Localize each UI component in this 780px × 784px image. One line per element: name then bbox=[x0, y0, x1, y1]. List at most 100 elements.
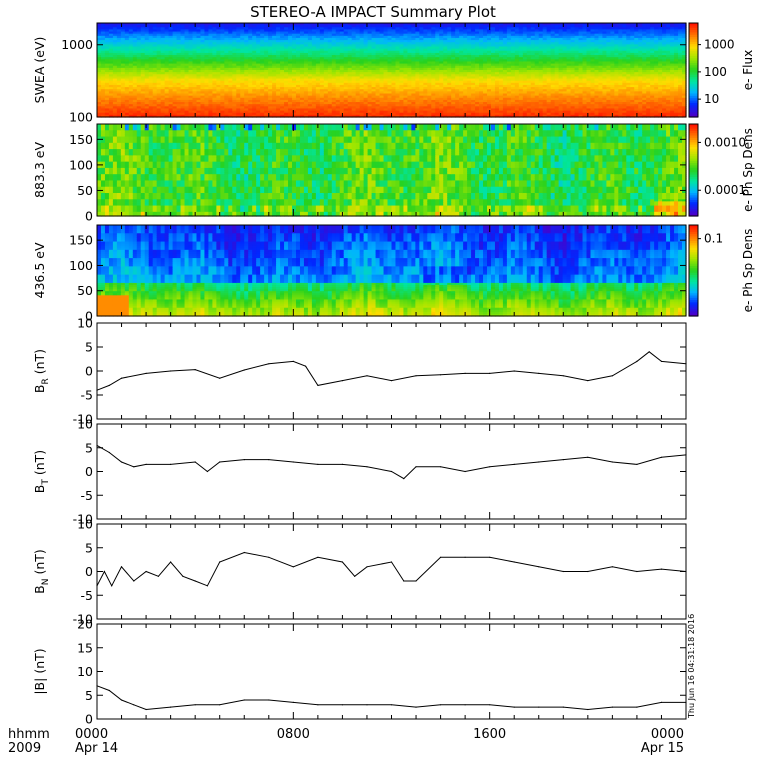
heatmap-cell bbox=[128, 65, 134, 69]
heatmap-cell bbox=[124, 31, 130, 35]
heatmap-cell bbox=[236, 37, 241, 41]
heatmap-cell bbox=[220, 87, 225, 90]
heatmap-cell bbox=[212, 40, 217, 43]
heatmap-cell bbox=[140, 27, 146, 31]
heatmap-cell bbox=[152, 59, 158, 63]
heatmap-cell bbox=[120, 91, 126, 95]
heatmap-cell bbox=[180, 52, 186, 56]
heatmap-cell bbox=[160, 95, 166, 99]
heatmap-cell bbox=[184, 108, 190, 112]
heatmap-cell bbox=[104, 50, 110, 54]
heatmap-cell bbox=[208, 99, 214, 103]
heatmap-cell bbox=[132, 76, 138, 80]
heatmap-cell bbox=[124, 50, 130, 54]
heatmap-cell bbox=[188, 72, 194, 75]
heatmap-cell bbox=[212, 95, 217, 99]
heatmap-cell bbox=[152, 57, 158, 60]
heatmap-cell bbox=[212, 108, 217, 112]
heatmap-cell bbox=[232, 40, 237, 43]
heatmap-cell bbox=[136, 40, 142, 43]
heatmap-cell bbox=[148, 33, 154, 37]
heatmap-cell bbox=[112, 106, 118, 110]
heatmap-cell bbox=[180, 106, 186, 110]
heatmap-cell bbox=[97, 65, 102, 69]
heatmap-cell bbox=[184, 70, 190, 73]
heatmap-cell bbox=[172, 104, 178, 107]
heatmap-cell bbox=[152, 27, 158, 31]
heatmap-cell bbox=[228, 35, 233, 39]
heatmap-cell bbox=[148, 42, 154, 45]
heatmap-cell bbox=[160, 72, 166, 75]
heatmap-cell bbox=[192, 65, 198, 69]
heatmap-cell bbox=[148, 110, 154, 114]
heatmap-cell bbox=[228, 114, 233, 118]
heatmap-cell bbox=[104, 72, 110, 75]
heatmap-cell bbox=[224, 95, 229, 99]
heatmap-cell bbox=[192, 89, 198, 92]
heatmap-cell bbox=[168, 65, 174, 69]
heatmap-cell bbox=[112, 27, 118, 31]
heatmap-cell bbox=[97, 78, 102, 82]
heatmap-cell bbox=[108, 99, 114, 103]
heatmap-cell bbox=[188, 106, 194, 110]
heatmap-cell bbox=[136, 91, 142, 95]
heatmap-cell bbox=[204, 67, 210, 71]
heatmap-cell bbox=[124, 46, 130, 50]
heatmap-cell bbox=[156, 114, 162, 118]
heatmap-cell bbox=[144, 95, 150, 99]
heatmap-cell bbox=[108, 27, 114, 31]
heatmap-cell bbox=[220, 37, 225, 41]
heatmap-cell bbox=[180, 95, 186, 99]
heatmap-cell bbox=[204, 108, 210, 112]
heatmap-cell bbox=[124, 72, 130, 75]
heatmap-cell bbox=[224, 112, 229, 116]
heatmap-cell bbox=[100, 89, 106, 92]
heatmap-cell bbox=[136, 37, 142, 41]
heatmap-cell bbox=[204, 25, 210, 28]
heatmap-cell bbox=[116, 55, 122, 58]
heatmap-cell bbox=[108, 55, 114, 58]
heatmap-cell bbox=[104, 78, 110, 82]
heatmap-cell bbox=[236, 63, 241, 67]
heatmap-cell bbox=[216, 78, 221, 82]
heatmap-cell bbox=[200, 63, 206, 67]
heatmap-cell bbox=[172, 112, 178, 116]
heatmap-cell bbox=[172, 95, 178, 99]
heatmap-cell bbox=[160, 93, 166, 97]
heatmap-cell bbox=[132, 104, 138, 107]
heatmap-cell bbox=[188, 67, 194, 71]
heatmap-cell bbox=[188, 37, 194, 41]
heatmap-cell bbox=[156, 27, 162, 31]
heatmap-cell bbox=[148, 99, 154, 103]
heatmap-cell bbox=[148, 65, 154, 69]
heatmap-cell bbox=[132, 25, 138, 28]
heatmap-cell bbox=[152, 114, 158, 118]
heatmap-cell bbox=[188, 89, 194, 92]
heatmap-cell bbox=[216, 104, 221, 107]
heatmap-cell bbox=[216, 114, 221, 118]
heatmap-cell bbox=[228, 40, 233, 43]
heatmap-cell bbox=[164, 112, 170, 116]
heatmap-cell bbox=[124, 67, 130, 71]
heatmap-cell bbox=[144, 84, 150, 88]
heatmap-cell bbox=[204, 59, 210, 63]
heatmap-cell bbox=[124, 102, 130, 105]
heatmap-cell bbox=[132, 110, 138, 114]
heatmap-cell bbox=[228, 52, 233, 56]
heatmap-cell bbox=[180, 59, 186, 63]
heatmap-cell bbox=[216, 89, 221, 92]
heatmap-cell bbox=[160, 63, 166, 67]
heatmap-cell bbox=[112, 52, 118, 56]
heatmap-cell bbox=[156, 91, 162, 95]
heatmap-cell bbox=[168, 93, 174, 97]
heatmap-cell bbox=[192, 74, 198, 78]
heatmap-cell bbox=[116, 46, 122, 50]
heatmap-cell bbox=[124, 35, 130, 39]
heatmap-cell bbox=[116, 78, 122, 82]
heatmap-cell bbox=[200, 25, 206, 28]
heatmap-cell bbox=[144, 110, 150, 114]
heatmap-cell bbox=[100, 78, 106, 82]
heatmap-cell bbox=[220, 46, 225, 50]
heatmap-cell bbox=[136, 104, 142, 107]
heatmap-cell bbox=[200, 108, 206, 112]
